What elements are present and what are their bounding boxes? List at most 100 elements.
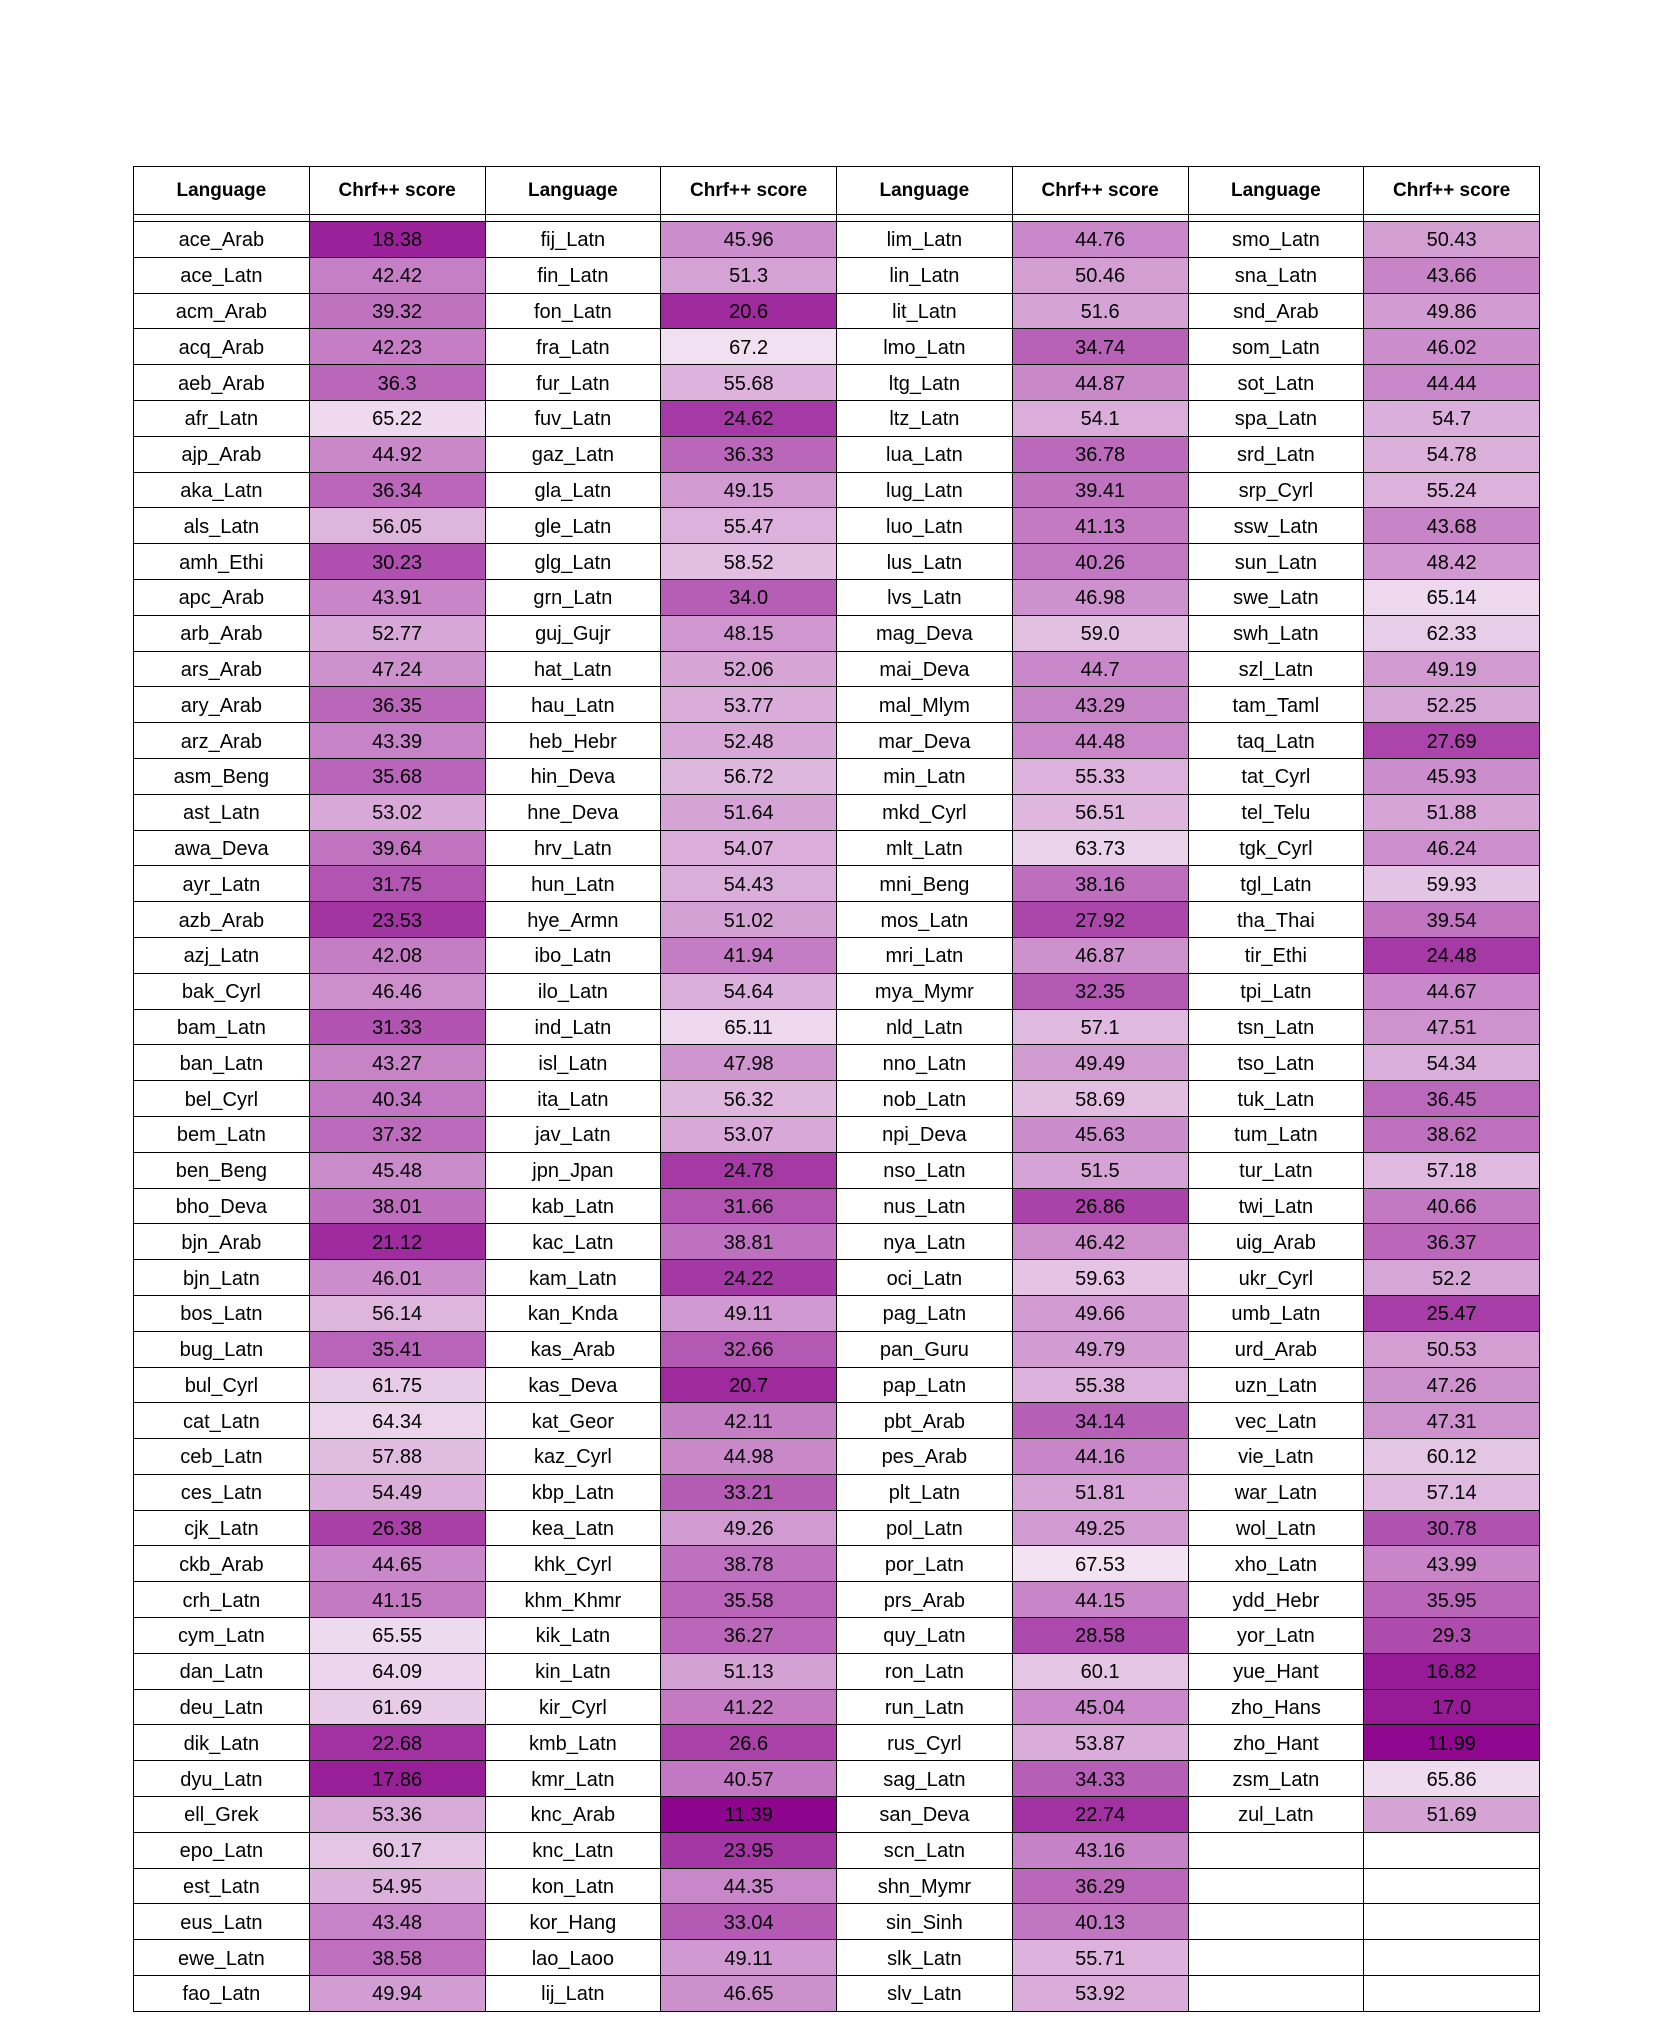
score-cell: 47.24 (308, 650, 486, 688)
language-cell: bul_Cyrl (133, 1366, 310, 1404)
language-cell: twi_Latn (1187, 1187, 1365, 1225)
table-row: bjn_Arab 21.12 kac_Latn 38.81 nya_Latn 46.42 u… (133, 1223, 1540, 1261)
score-cell: 59.93 (1363, 865, 1540, 903)
language-cell: tel_Telu (1187, 793, 1365, 831)
language-cell: ary_Arab (133, 686, 310, 724)
score-cell: 20.6 (660, 292, 837, 330)
score-cell: 58.69 (1011, 1080, 1189, 1117)
language-cell: kas_Deva (484, 1366, 662, 1404)
language-cell: epo_Latn (133, 1831, 310, 1869)
score-cell: 31.75 (308, 865, 486, 903)
language-cell: fra_Latn (484, 328, 662, 366)
score-cell: 34.0 (660, 578, 837, 616)
language-cell: mri_Latn (836, 936, 1013, 974)
score-cell: 44.48 (1011, 722, 1189, 759)
language-cell: ckb_Arab (133, 1545, 310, 1583)
score-cell: 47.51 (1363, 1008, 1540, 1046)
score-cell: 38.81 (660, 1223, 837, 1261)
language-cell: amh_Ethi (133, 543, 310, 580)
language-cell: pap_Latn (836, 1366, 1013, 1404)
score-cell: 60.17 (308, 1831, 486, 1869)
score-cell: 34.74 (1011, 328, 1189, 366)
score-cell: 55.38 (1011, 1366, 1189, 1404)
language-cell: prs_Arab (836, 1581, 1013, 1619)
table-row: ace_Latn 42.42 fin_Latn 51.3 lin_Latn 50.46 sn… (133, 256, 1540, 294)
table-row: ceb_Latn 57.88 kaz_Cyrl 44.98 pes_Arab 44.16 v… (133, 1438, 1540, 1475)
language-cell: mos_Latn (836, 901, 1013, 938)
score-cell: 50.43 (1363, 221, 1540, 258)
language-cell: mal_Mlym (836, 686, 1013, 724)
score-cell: 25.47 (1363, 1294, 1540, 1332)
score-cell: 27.92 (1011, 901, 1189, 938)
score-cell: 46.98 (1011, 578, 1189, 616)
language-cell: glg_Latn (484, 543, 662, 580)
table-row: bug_Latn 35.41 kas_Arab 32.66 pan_Guru 49.79 u… (133, 1330, 1540, 1368)
language-cell: tha_Thai (1187, 901, 1365, 938)
score-cell: 38.58 (308, 1939, 486, 1977)
table-row: bak_Cyrl 46.46 ilo_Latn 54.64 mya_Mymr 32.35 t… (133, 972, 1540, 1010)
score-cell: 40.57 (660, 1760, 837, 1798)
language-cell: hye_Armn (484, 901, 662, 938)
language-cell: kas_Arab (484, 1330, 662, 1368)
score-cell: 41.13 (1011, 507, 1189, 545)
score-cell: 45.63 (1011, 1115, 1189, 1153)
score-cell: 45.93 (1363, 757, 1540, 795)
language-cell: lao_Laoo (484, 1939, 662, 1977)
language-cell: kin_Latn (484, 1652, 662, 1690)
language-cell: lug_Latn (836, 471, 1013, 509)
empty-cell (1363, 1975, 1540, 2012)
table-row: ajp_Arab 44.92 gaz_Latn 36.33 lua_Latn 36.78 s… (133, 435, 1540, 473)
language-cell: vie_Latn (1187, 1438, 1365, 1475)
score-cell: 54.34 (1363, 1044, 1540, 1082)
score-cell: 38.16 (1011, 865, 1189, 903)
table-row: arz_Arab 43.39 heb_Hebr 52.48 mar_Deva 44.48 t… (133, 722, 1540, 759)
spacer-cell (1363, 214, 1540, 222)
language-cell: mni_Beng (836, 865, 1013, 903)
table-row: deu_Latn 61.69 kir_Cyrl 41.22 run_Latn 45.04 z… (133, 1688, 1540, 1726)
score-cell: 60.1 (1011, 1652, 1189, 1690)
language-cell: hat_Latn (484, 650, 662, 688)
language-cell: pes_Arab (836, 1438, 1013, 1475)
score-cell: 23.53 (308, 901, 486, 938)
score-cell: 46.46 (308, 972, 486, 1010)
table-row: cjk_Latn 26.38 kea_Latn 49.26 pol_Latn 49.25 w… (133, 1509, 1540, 1547)
score-cell: 65.86 (1363, 1760, 1540, 1798)
score-cell: 45.04 (1011, 1688, 1189, 1726)
score-cell: 29.3 (1363, 1617, 1540, 1654)
language-cell: sna_Latn (1187, 256, 1365, 294)
score-cell: 20.7 (660, 1366, 837, 1404)
language-cell: tuk_Latn (1187, 1080, 1365, 1117)
language-cell: yor_Latn (1187, 1617, 1365, 1654)
language-cell: spa_Latn (1187, 399, 1365, 437)
language-cell: bel_Cyrl (133, 1080, 310, 1117)
score-cell: 44.16 (1011, 1438, 1189, 1475)
language-cell: ydd_Hebr (1187, 1581, 1365, 1619)
score-cell: 21.12 (308, 1223, 486, 1261)
language-cell: dyu_Latn (133, 1760, 310, 1798)
language-cell: gaz_Latn (484, 435, 662, 473)
table-row: asm_Beng 35.68 hin_Deva 56.72 min_Latn 55.33 t… (133, 757, 1540, 795)
score-cell: 65.11 (660, 1008, 837, 1046)
language-cell: por_Latn (836, 1545, 1013, 1583)
language-cell: bos_Latn (133, 1294, 310, 1332)
table-row: azj_Latn 42.08 ibo_Latn 41.94 mri_Latn 46.87 t… (133, 936, 1540, 974)
score-cell: 22.68 (308, 1724, 486, 1762)
score-cell: 56.05 (308, 507, 486, 545)
score-cell: 27.69 (1363, 722, 1540, 759)
header-language-4: Language (1187, 166, 1365, 215)
language-cell: ajp_Arab (133, 435, 310, 473)
score-cell: 35.95 (1363, 1581, 1540, 1619)
score-cell: 54.78 (1363, 435, 1540, 473)
score-cell: 17.0 (1363, 1688, 1540, 1726)
score-cell: 43.99 (1363, 1545, 1540, 1583)
language-cell: kam_Latn (484, 1259, 662, 1296)
score-cell: 51.88 (1363, 793, 1540, 831)
score-cell: 17.86 (308, 1760, 486, 1798)
score-cell: 36.27 (660, 1617, 837, 1654)
score-cell: 11.99 (1363, 1724, 1540, 1762)
language-cell: bjn_Latn (133, 1259, 310, 1296)
score-cell: 40.34 (308, 1080, 486, 1117)
score-cell: 41.94 (660, 936, 837, 974)
score-cell: 52.2 (1363, 1259, 1540, 1296)
language-cell: fon_Latn (484, 292, 662, 330)
